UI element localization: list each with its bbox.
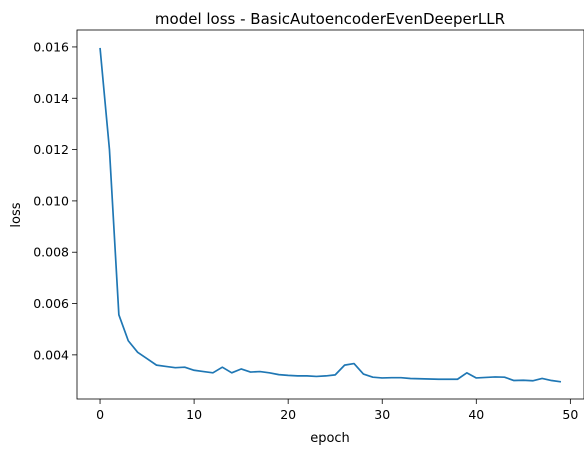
x-tick-label: 10	[186, 407, 202, 422]
x-axis-label: epoch	[310, 431, 350, 446]
y-tick-label: 0.010	[33, 193, 69, 208]
y-tick-label: 0.004	[33, 347, 69, 362]
y-tick-label: 0.008	[33, 245, 69, 260]
x-tick-label: 20	[280, 407, 296, 422]
x-tick-label: 30	[374, 407, 390, 422]
y-axis: 0.004 0.006 0.008 0.010 0.012 0.014 0.016	[33, 39, 77, 362]
y-tick-label: 0.014	[33, 91, 69, 106]
x-axis: 0 10 20 30 40 50	[96, 399, 578, 422]
y-tick-label: 0.006	[33, 296, 69, 311]
y-tick-label: 0.012	[33, 142, 69, 157]
chart-title: model loss - BasicAutoencoderEvenDeeperL…	[155, 10, 505, 28]
y-tick-label: 0.016	[33, 39, 69, 54]
plot-frame	[76, 29, 584, 400]
x-tick-label: 50	[562, 407, 578, 422]
y-axis-label: loss	[9, 202, 24, 227]
x-tick-label: 0	[96, 407, 104, 422]
x-tick-label: 40	[468, 407, 484, 422]
series-line-loss	[99, 47, 562, 383]
